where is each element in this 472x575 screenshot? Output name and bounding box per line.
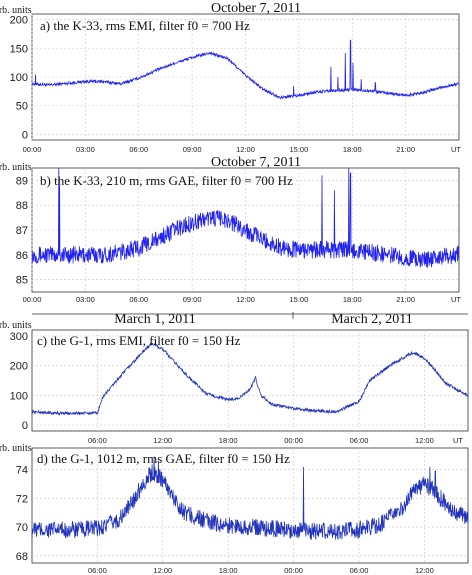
y-tick-label-b: 87 [16,225,28,237]
series-line-d [31,456,469,541]
y-tick-label-d: 68 [16,551,28,563]
panel-label-d: d) the G-1, 1012 m, rms GAE, filter f0 =… [37,451,290,466]
x-tick-label-a: 18:00 [343,145,362,154]
y-ticks-b: 85 86 87 88 89 [16,175,28,286]
panel-label-a: a) the K-33, rms EMI, filter f0 = 700 Hz [40,18,250,33]
panel-label-b: b) the K-33, 210 m, rms GAE, filter f0 =… [40,173,293,188]
y-ticks-d: 68 70 72 74 [16,465,28,563]
plot-frame-c [31,329,469,432]
x-tick-label-c: 00:00 [284,436,303,445]
x-tick-label-c: 06:00 [350,436,369,445]
x-tick-label-d: 18:00 [219,566,238,575]
ylabel-c: arb. units [0,320,32,331]
x-tick-label-d: 06:00 [350,566,369,575]
y-tick-label-c: 100 [10,390,28,402]
y-tick-label-c: 0 [22,420,28,432]
x-unit-a: UT [451,145,461,154]
y-tick-label-a: 200 [10,15,28,27]
x-tick-label-a: 09:00 [183,145,202,154]
y-tick-label-c: 300 [10,331,28,343]
y-tick-label-b: 85 [16,275,28,287]
x-tick-label-d: 12:00 [415,566,434,575]
x-ticks-c: 06:00 12:00 18:00 00:00 06:00 12:00 [88,436,434,445]
x-unit-c: UT [453,436,463,445]
ylabel-d: arb. units [0,443,32,454]
grid-d [32,448,468,563]
x-tick-label-a: 21:00 [396,145,415,154]
y-tick-label-a: 100 [10,72,28,84]
x-tick-label-a: 00:00 [23,145,42,154]
series-line-b [31,167,460,268]
y-ticks-a: 0 50 100 150 200 [10,15,28,142]
grid-a [31,14,459,140]
x-tick-label-d: 00:00 [284,566,303,575]
x-tick-label-b: 00:00 [23,295,42,304]
x-tick-label-b: 03:00 [76,295,95,304]
x-tick-label-b: 06:00 [129,295,148,304]
date-title-c1: March 1, 2011 [114,312,196,327]
y-tick-label-b: 89 [16,175,28,187]
x-tick-label-c: 18:00 [219,436,238,445]
y-tick-label-a: 50 [16,101,28,113]
date-title-b: October 7, 2011 [211,155,301,170]
x-tick-label-d: 12:00 [153,566,172,575]
x-ticks-d: 06:00 12:00 18:00 00:00 06:00 12:00 [88,566,434,575]
y-tick-label-a: 0 [22,129,28,141]
x-tick-label-b: 21:00 [396,295,415,304]
x-ticks-b: 00:00 03:00 06:00 09:00 12:00 15:00 18:00 21:00 [23,295,415,304]
x-tick-label-a: 12:00 [236,145,255,154]
x-tick-label-b: 15:00 [289,295,308,304]
plot-frame-d [31,447,469,564]
ylabel-b: arb. units [0,162,32,173]
x-tick-label-b: 12:00 [236,295,255,304]
series-line-a [31,39,460,100]
x-tick-label-c: 12:00 [415,436,434,445]
y-tick-label-d: 74 [16,465,28,477]
ylabel-a: arb. units [0,5,32,16]
panel-label-c: c) the G-1, rms EMI, filter f0 = 150 Hz [37,333,241,348]
series-line-c [31,342,469,416]
date-title-c2: March 2, 2011 [331,312,413,327]
y-tick-label-c: 200 [10,361,28,373]
x-tick-label-b: 09:00 [183,295,202,304]
x-tick-label-a: 06:00 [129,145,148,154]
x-unit-b: UT [451,295,461,304]
x-tick-label-c: 12:00 [153,436,172,445]
y-tick-label-d: 70 [16,522,28,534]
x-ticks-a: 00:00 03:00 06:00 09:00 12:00 15:00 18:00 21:00 [23,145,415,154]
y-ticks-c: 0 100 200 300 [10,331,28,432]
y-tick-label-a: 150 [10,43,28,55]
x-tick-label-b: 18:00 [343,295,362,304]
x-tick-label-d: 06:00 [88,566,107,575]
x-tick-label-a: 15:00 [289,145,308,154]
x-tick-label-a: 03:00 [76,145,95,154]
y-tick-label-d: 72 [16,493,28,505]
x-tick-label-c: 06:00 [88,436,107,445]
y-tick-label-b: 88 [16,200,28,212]
y-tick-label-b: 86 [16,250,28,262]
date-title-a: October 7, 2011 [211,1,301,16]
